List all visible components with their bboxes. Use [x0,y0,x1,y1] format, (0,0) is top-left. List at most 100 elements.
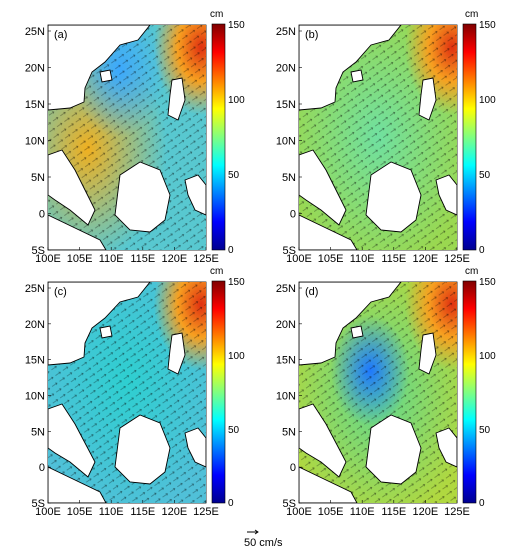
lon-tick-label: 100E [35,253,61,265]
panel-a: (a) [47,24,207,251]
landmass-sulawesi [435,427,457,468]
lat-tick-label: 15N [25,99,45,111]
lon-tick-label: 110E [99,506,124,518]
panel-a-label: (a) [54,29,67,41]
landmass-mainland [48,25,151,111]
lat-tick-label: 5N [282,172,296,184]
lon-tick-label: 105E [318,506,344,518]
lat-tick-label: 15N [276,355,296,367]
lat-tick-label: 10N [276,391,296,403]
colorbar-bottom-left: cm 150 100 50 0 [210,266,245,509]
colorbar-unit: cm [210,266,223,277]
colorbar-tick-100: 100 [228,95,245,106]
lat-tick-label: 0 [290,462,296,474]
lat-tick-label: 0 [39,209,45,221]
lat-tick-label: 15N [25,355,45,367]
lat-tick-label: 20N [25,319,45,331]
panel-b: (b) [298,24,458,251]
lon-tick-label: 120E [413,253,439,265]
panel-d-label: (d) [305,286,318,298]
lat-tick-label: 5S [32,245,45,257]
landmass-mainland [299,282,402,366]
lon-tick-label: 110E [350,506,375,518]
landmass-borneo [365,161,422,233]
landmass-indochina [299,403,347,478]
colorbar-top-left: cm 150 100 50 0 [210,9,245,256]
colorbar-bottom-right: cm 150 100 50 0 [462,266,496,509]
panel-b-label: (b) [305,29,318,41]
lat-tick-label: 5S [32,498,45,510]
colorbar-tick-150: 150 [228,277,245,288]
landmass-sumatra [299,214,358,250]
colorbar-top-right: cm 150 100 50 0 [462,9,496,256]
lon-tick-label: 120E [162,253,188,265]
vector-scale-arrow-icon [247,529,259,535]
lon-tick-label: 125E [193,506,219,518]
lat-tick-label: 0 [290,209,296,221]
vector-scale-label: 50 cm/s [244,537,283,549]
lon-tick-label: 120E [162,506,188,518]
lat-tick-label: 25N [25,283,45,295]
lon-tick-label: 125E [193,253,219,265]
landmass-philippines [167,77,186,121]
colorbar-tick-50: 50 [228,170,240,181]
lat-tick-label: 10N [25,391,45,403]
landmass-sumatra [48,214,107,250]
landmass-philippines [418,332,437,375]
lon-tick-label: 125E [444,506,470,518]
landmass-philippines [167,332,186,375]
lat-tick-label: 25N [276,283,296,295]
lat-tick-label: 20N [25,63,45,75]
lon-tick-label: 105E [67,253,93,265]
landmass-borneo [365,414,422,485]
landmass-borneo [114,161,171,233]
lat-tick-label: 20N [276,319,296,331]
landmass-hainan [99,69,113,83]
landmass-indochina [299,149,347,226]
landmass-borneo [114,414,171,485]
axis-labels: 100E 105E 110E 115E 120E 125E 25N 20N 15N 10N 5N 0 5… [25,26,470,518]
lat-tick-label: 5S [283,245,296,257]
panel-c: (c) [47,281,207,504]
vector-scale: 50 cm/s [244,529,283,549]
landmass-indochina [48,149,96,226]
landmass-hainan [350,325,364,339]
lat-tick-label: 5N [282,426,296,438]
lon-tick-label: 105E [318,253,344,265]
lat-tick-label: 25N [25,26,45,38]
landmass-mainland [48,282,151,366]
lon-tick-label: 100E [286,253,312,265]
lon-tick-label: 120E [413,506,439,518]
lon-tick-label: 115E [381,253,406,265]
lat-tick-label: 5S [283,498,296,510]
colorbar-tick-150: 150 [228,20,245,31]
landmass-hainan [99,325,113,339]
colorbar-unit: cm [465,9,478,20]
lon-tick-label: 115E [381,506,406,518]
landmass-mainland [299,25,402,111]
colorbar-tick-100: 100 [479,351,496,362]
colorbar-tick-0: 0 [479,245,485,256]
colorbar-unit: cm [210,9,223,20]
panel-c-label: (c) [54,286,67,298]
lat-tick-label: 5N [31,426,45,438]
lat-tick-label: 10N [25,136,45,148]
colorbar-tick-50: 50 [228,425,240,436]
lon-tick-label: 105E [67,506,93,518]
colorbar-tick-150: 150 [479,20,496,31]
lon-tick-label: 110E [350,253,375,265]
lon-tick-label: 100E [35,506,61,518]
colorbar-tick-150: 150 [479,277,496,288]
colorbar-tick-100: 100 [479,95,496,106]
lat-tick-label: 20N [276,63,296,75]
colorbar-tick-0: 0 [479,498,485,509]
landmass-sumatra [48,466,107,503]
landmass-sulawesi [184,427,206,468]
landmass-philippines [418,77,437,121]
colorbar-tick-100: 100 [228,351,245,362]
lat-tick-label: 10N [276,136,296,148]
landmass-sulawesi [184,174,206,216]
landmass-sulawesi [435,174,457,216]
colorbar-tick-0: 0 [228,245,234,256]
